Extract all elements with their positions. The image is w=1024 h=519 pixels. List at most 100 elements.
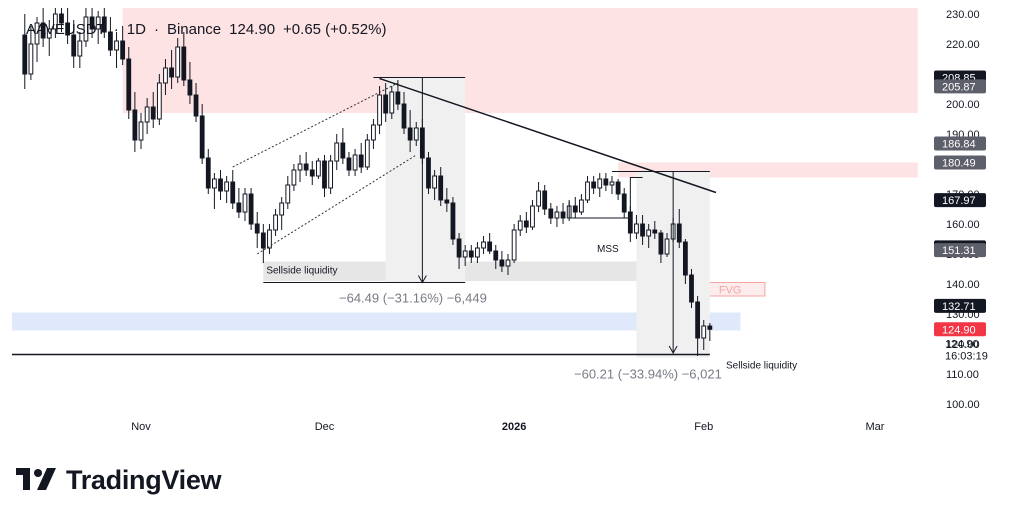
brand-name: TradingView	[66, 464, 222, 495]
candle-body	[364, 139, 370, 168]
candle-body	[371, 124, 376, 141]
candle	[493, 245, 499, 269]
candle-body	[401, 103, 407, 129]
candle-body	[579, 199, 584, 213]
candle-body	[34, 22, 40, 45]
candle-body	[548, 208, 554, 219]
candle-body	[517, 220, 523, 231]
candle	[150, 92, 156, 128]
candle-body	[279, 202, 285, 216]
candle-body	[554, 211, 560, 219]
candle	[413, 122, 419, 146]
candle-body	[432, 175, 437, 189]
price-tag-label: 186.84	[942, 138, 976, 150]
candle-body	[40, 22, 46, 39]
candle-body	[450, 202, 456, 240]
candle	[603, 173, 609, 191]
candle	[499, 251, 505, 272]
price-chart[interactable]: FVG Sellside liquidity Sellside liquidity M…	[0, 0, 1024, 445]
candle	[695, 296, 701, 356]
price-tag-bg	[934, 155, 986, 170]
price-tag: 151.31	[934, 243, 986, 258]
candle-body	[144, 106, 150, 123]
candle-body	[199, 115, 205, 159]
candle	[456, 233, 462, 269]
candle	[218, 170, 223, 200]
candle-body	[389, 91, 395, 114]
candle	[138, 113, 144, 149]
measure-label-1: −64.49 (−31.16%) −6,449	[339, 291, 487, 306]
price-tag-bg	[934, 193, 986, 208]
candle-body	[114, 40, 119, 51]
candle-body	[523, 220, 529, 228]
timeframe[interactable]: 1D	[126, 21, 146, 38]
candle	[646, 224, 652, 248]
candle-body	[560, 211, 566, 219]
candle-body	[52, 13, 58, 30]
price-tick: 230.00	[946, 9, 980, 21]
candle	[169, 50, 174, 89]
candle-body	[120, 40, 126, 60]
zones-layer	[12, 8, 918, 331]
candle	[205, 149, 211, 194]
price-tag: 186.84	[934, 136, 986, 151]
trend-line	[379, 77, 717, 194]
candle	[89, 8, 95, 38]
candle	[658, 230, 664, 263]
candle-body	[193, 94, 199, 117]
candle	[199, 104, 205, 164]
candle	[444, 188, 450, 212]
candle-body	[468, 250, 474, 258]
symbol-header[interactable]: AAVEUSDT · 1D · Binance 124.90 +0.65 (+0.52%)	[26, 21, 387, 38]
candle-body	[248, 193, 254, 225]
candle	[591, 176, 597, 194]
candle	[181, 32, 187, 86]
time-label: Feb	[694, 421, 713, 433]
price-tag-label: 124.90	[942, 324, 976, 336]
price-change: +0.65 (+0.52%)	[283, 21, 387, 38]
candle-body	[426, 157, 431, 189]
candle	[401, 92, 407, 134]
candle	[487, 233, 493, 254]
candle	[536, 182, 541, 212]
measure-box-1	[385, 77, 466, 283]
candle-body	[328, 160, 334, 189]
candle	[156, 74, 162, 125]
candle-body	[695, 301, 701, 339]
candle	[364, 134, 370, 170]
candle	[175, 38, 181, 83]
symbol-name[interactable]: AAVEUSDT	[26, 21, 106, 38]
candle-body	[59, 13, 64, 24]
candles-layer	[22, 8, 713, 356]
chart-area[interactable]: FVG Sellside liquidity Sellside liquidity M…	[0, 0, 1024, 445]
candle-body	[267, 229, 272, 249]
candle	[224, 176, 230, 203]
candle	[585, 176, 590, 203]
candle-body	[664, 238, 670, 255]
price-tick: 100.00	[946, 399, 980, 411]
candle	[40, 8, 46, 47]
candle-body	[585, 181, 590, 201]
candle-body	[615, 181, 621, 195]
price-tag-bg	[934, 243, 986, 258]
candle-body	[707, 325, 713, 330]
candle	[554, 206, 560, 227]
candle	[682, 239, 688, 284]
candle-body	[444, 199, 450, 204]
candle	[340, 128, 346, 164]
candle-body	[536, 190, 541, 207]
candle	[548, 203, 554, 224]
candle	[108, 17, 113, 56]
candle-body	[493, 250, 499, 261]
candle	[475, 242, 480, 263]
candle-body	[462, 250, 468, 258]
exchange-name: Binance	[166, 21, 222, 38]
candle-body	[591, 181, 597, 189]
candle	[523, 212, 529, 233]
candle-body	[156, 82, 162, 120]
candle-body	[475, 247, 480, 258]
candle-body	[395, 91, 401, 105]
sellside-label-2: Sellside liquidity	[726, 361, 797, 372]
price-tag-label: 180.49	[942, 158, 976, 170]
candle	[303, 152, 309, 176]
